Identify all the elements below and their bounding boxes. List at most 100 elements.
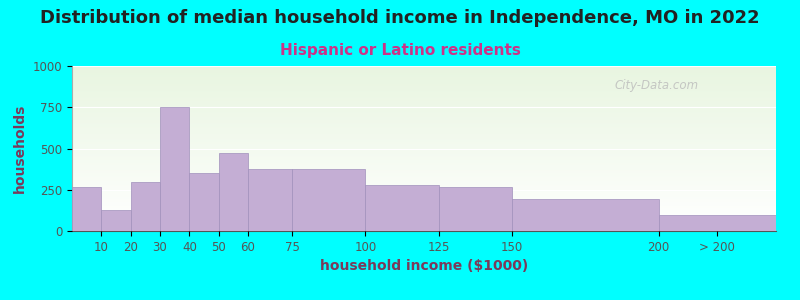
Bar <box>72 216 776 217</box>
Bar <box>72 110 776 111</box>
Bar <box>72 180 776 181</box>
Bar <box>72 133 776 134</box>
Bar <box>72 67 776 68</box>
Bar <box>72 154 776 155</box>
Bar <box>512 199 658 231</box>
Bar <box>72 144 776 145</box>
Bar <box>72 198 776 199</box>
Bar <box>72 222 776 223</box>
Bar <box>72 215 776 216</box>
Bar <box>72 79 776 80</box>
Bar <box>72 188 776 189</box>
Bar <box>72 141 776 142</box>
Bar <box>72 228 776 229</box>
Bar <box>72 169 776 170</box>
Bar <box>72 226 776 227</box>
Bar <box>72 127 776 128</box>
Bar <box>72 104 776 105</box>
Bar <box>72 81 776 82</box>
Bar <box>72 135 776 136</box>
Bar <box>72 147 776 148</box>
Bar <box>72 230 776 231</box>
Bar <box>658 214 776 231</box>
Text: City-Data.com: City-Data.com <box>614 79 698 92</box>
Bar <box>72 138 776 139</box>
Bar <box>72 94 776 95</box>
Bar <box>72 177 776 178</box>
Bar <box>72 183 776 184</box>
Y-axis label: households: households <box>13 104 27 193</box>
Bar <box>72 178 776 179</box>
Bar <box>72 86 776 87</box>
Bar <box>72 132 776 133</box>
Bar <box>72 156 776 157</box>
Bar <box>72 150 776 151</box>
Bar <box>72 118 776 119</box>
Bar <box>72 97 776 98</box>
Bar <box>72 187 776 188</box>
Bar <box>72 155 776 156</box>
Bar <box>72 193 776 194</box>
Bar <box>72 128 776 129</box>
Bar <box>72 227 776 228</box>
Bar <box>72 213 776 214</box>
Bar <box>72 208 776 209</box>
Bar <box>72 187 102 231</box>
Bar <box>72 159 776 160</box>
Bar <box>72 82 776 83</box>
Bar <box>72 98 776 99</box>
Bar <box>72 105 776 106</box>
Bar <box>72 221 776 222</box>
Bar <box>72 219 776 220</box>
Bar <box>72 229 776 230</box>
Bar <box>72 204 776 205</box>
Bar <box>72 140 776 141</box>
Bar <box>72 163 776 164</box>
Bar <box>72 168 776 169</box>
Bar <box>72 152 776 153</box>
Bar <box>72 199 776 200</box>
Bar <box>72 83 776 84</box>
Bar <box>72 203 776 204</box>
Bar <box>130 182 160 231</box>
Bar <box>72 70 776 71</box>
Bar <box>72 143 776 144</box>
Bar <box>72 77 776 78</box>
Bar <box>72 164 776 165</box>
Bar <box>72 112 776 113</box>
Bar <box>72 205 776 206</box>
Bar <box>72 181 776 182</box>
Bar <box>72 102 776 103</box>
Bar <box>102 209 130 231</box>
Bar <box>72 146 776 147</box>
Bar <box>72 214 776 215</box>
Bar <box>72 124 776 125</box>
Bar <box>72 114 776 115</box>
Bar <box>72 137 776 138</box>
Bar <box>72 190 776 191</box>
Bar <box>72 218 776 219</box>
Bar <box>72 100 776 101</box>
Bar <box>160 107 190 231</box>
Bar <box>218 153 248 231</box>
Bar <box>438 187 512 231</box>
Bar <box>72 78 776 79</box>
Bar <box>72 91 776 92</box>
Bar <box>72 136 776 137</box>
Bar <box>72 210 776 211</box>
Bar <box>72 192 776 193</box>
Bar <box>72 167 776 168</box>
Bar <box>72 196 776 197</box>
Bar <box>72 120 776 121</box>
Bar <box>72 85 776 86</box>
Bar <box>72 174 776 175</box>
Bar <box>72 93 776 94</box>
Bar <box>72 82 776 83</box>
Bar <box>72 92 776 93</box>
Bar <box>72 191 776 192</box>
Bar <box>292 169 366 231</box>
Bar <box>72 194 776 195</box>
Bar <box>72 73 776 74</box>
Bar <box>366 185 438 231</box>
Bar <box>72 106 776 107</box>
